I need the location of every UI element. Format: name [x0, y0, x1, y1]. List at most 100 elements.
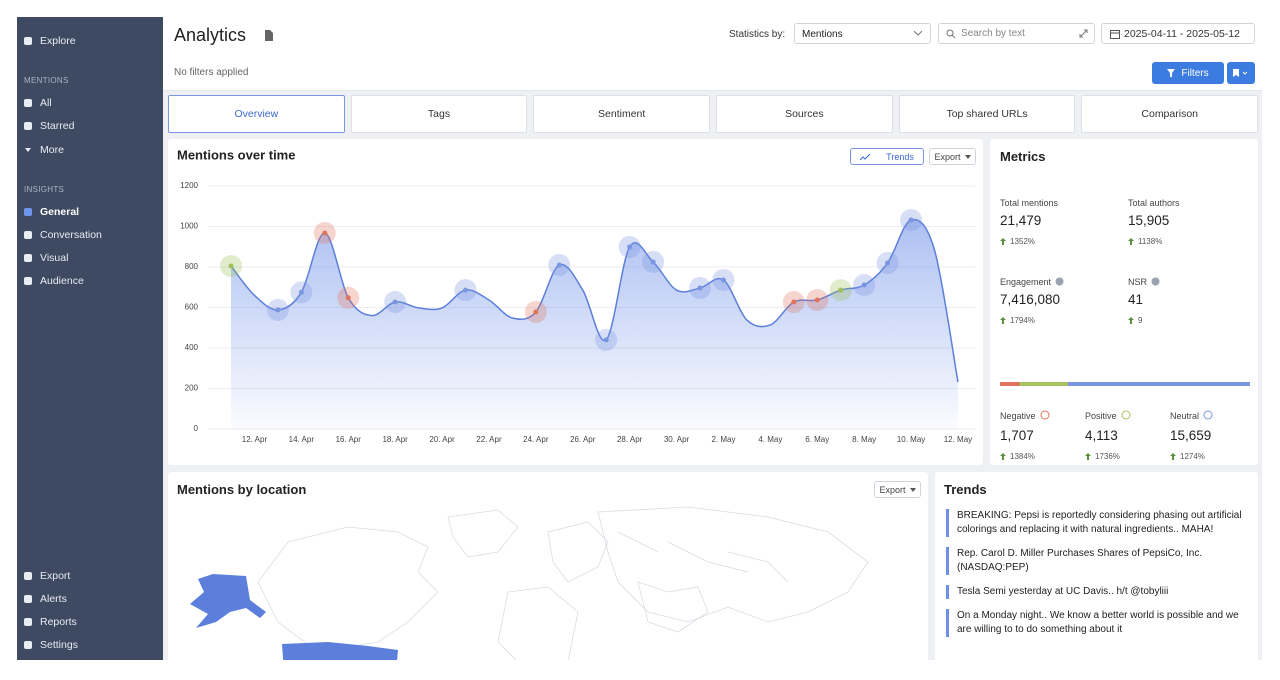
- nav-item[interactable]: Conversation: [23, 229, 102, 241]
- nav-item[interactable]: Export: [23, 570, 70, 582]
- nav-item[interactable]: More: [23, 144, 64, 156]
- nav-item[interactable]: Audience: [23, 275, 84, 287]
- icon-shape: [24, 641, 32, 649]
- x-tick-label: 4. May: [758, 435, 782, 444]
- icon-shape: [24, 618, 32, 626]
- arrow-shape: [1170, 453, 1176, 460]
- nav-heading: MENTIONS: [24, 76, 69, 85]
- tab[interactable]: Tags: [350, 95, 528, 133]
- search-box[interactable]: Search by text: [938, 23, 1095, 44]
- sentiment-change-text: 1736%: [1095, 452, 1120, 461]
- y-tick-label: 0: [194, 424, 199, 433]
- point: [298, 289, 304, 295]
- nav-item[interactable]: Alerts: [23, 593, 67, 605]
- trend-item[interactable]: On a Monday night.. We know a better wor…: [946, 609, 1246, 637]
- icon: [24, 254, 32, 262]
- x-tick-label: 2. May: [711, 435, 735, 444]
- sentiment-change: 1274%: [1170, 452, 1205, 461]
- icon-shape: [24, 208, 32, 216]
- arrow-shape: [1128, 317, 1134, 324]
- point: [556, 262, 562, 268]
- nav-item[interactable]: Visual: [23, 252, 68, 264]
- trend-item[interactable]: Tesla Semi yesterday at UC Davis.. h/t @…: [946, 585, 1246, 599]
- nav-item[interactable]: Settings: [23, 639, 78, 651]
- point: [720, 277, 726, 283]
- sentiment-name: Neutral: [1170, 411, 1200, 421]
- metric-change: 1138%: [1128, 237, 1162, 246]
- tab[interactable]: Top shared URLs: [898, 95, 1076, 133]
- icon: [24, 99, 32, 107]
- map-export-label: Export: [879, 484, 906, 495]
- nav-label: General: [40, 206, 80, 218]
- trend-list: BREAKING: Pepsi is reportedly considerin…: [946, 509, 1246, 647]
- y-tick-label: 200: [185, 384, 199, 393]
- nav-item[interactable]: Reports: [23, 616, 77, 628]
- up-arrow: [1170, 453, 1176, 460]
- point: [603, 337, 609, 343]
- info-shape: [1055, 277, 1064, 286]
- point: [275, 307, 281, 313]
- trend-item[interactable]: Rep. Carol D. Miller Purchases Shares of…: [946, 547, 1246, 575]
- export-button[interactable]: Export: [929, 148, 976, 165]
- nav-item[interactable]: General: [23, 206, 79, 218]
- tab[interactable]: Comparison: [1081, 95, 1259, 133]
- face-shape: [1203, 410, 1213, 420]
- date-range[interactable]: 2025-04-11 - 2025-05-12: [1101, 23, 1255, 44]
- face-icon: [1121, 410, 1131, 420]
- tab[interactable]: Overview: [168, 95, 345, 133]
- sentiment-change-text: 1384%: [1010, 452, 1035, 461]
- icon: [25, 148, 31, 152]
- search-placeholder: Search by text: [961, 28, 1025, 39]
- metric-value: 41: [1128, 292, 1144, 307]
- sentiment-value: 15,659: [1170, 428, 1212, 443]
- trend-icon: [860, 153, 871, 160]
- nav-label: Settings: [40, 639, 78, 651]
- icon: [24, 122, 32, 130]
- sentiment-bar: [1000, 382, 1250, 386]
- y-tick-label: 600: [185, 303, 199, 312]
- app: Explore MENTIONS All Starred More INSIGHTS Gen…: [17, 17, 1262, 660]
- stats-select[interactable]: Mentions: [794, 23, 931, 44]
- nav-item[interactable]: Starred: [23, 120, 74, 132]
- arrow-shape: [1000, 238, 1006, 245]
- calendar-icon: [1110, 30, 1120, 39]
- nav-item[interactable]: Explore: [23, 35, 76, 47]
- point: [533, 309, 539, 315]
- sentiment-label: Positive: [1085, 410, 1131, 421]
- tab[interactable]: Sources: [716, 95, 893, 133]
- metric-label-text: Engagement: [1000, 277, 1052, 287]
- trend-item[interactable]: BREAKING: Pepsi is reportedly considerin…: [946, 509, 1246, 537]
- icon-shape: [25, 148, 31, 152]
- icon-shape: [24, 99, 32, 107]
- tab[interactable]: Sentiment: [533, 95, 711, 133]
- x-tick-label: 24. Apr: [523, 435, 549, 444]
- icon-shape: [24, 122, 32, 130]
- stats-value: Mentions: [802, 29, 843, 40]
- up-arrow: [1000, 453, 1006, 460]
- sentiment-label: Negative: [1000, 410, 1050, 421]
- face-shape: [1040, 410, 1050, 420]
- chart: Mentions over time 0 200 400 600 800 1000 1200…: [177, 147, 975, 444]
- trends-title: Trends: [944, 482, 987, 497]
- sidebar: Explore MENTIONS All Starred More INSIGHTS Gen…: [17, 17, 163, 660]
- x-tick-label: 30. Apr: [664, 435, 690, 444]
- nav-item[interactable]: All: [23, 97, 52, 109]
- nav-label: Explore: [40, 35, 76, 47]
- map-export-button[interactable]: Export: [874, 481, 921, 498]
- metric-change: 1794%: [1000, 316, 1035, 325]
- metric-change-text: 1794%: [1010, 316, 1035, 325]
- x-tick-label: 28. Apr: [617, 435, 643, 444]
- filters-button[interactable]: Filters: [1152, 62, 1224, 84]
- up-arrow: [1000, 238, 1006, 245]
- point: [861, 282, 867, 288]
- trends-button[interactable]: Trends: [850, 148, 924, 165]
- filters-status: No filters applied: [174, 67, 249, 78]
- metric-label-text: NSR: [1128, 277, 1148, 287]
- point: [322, 230, 328, 236]
- bookmark-button[interactable]: [1227, 62, 1255, 84]
- sentiment-segment: [1019, 382, 1068, 386]
- nav-label: More: [40, 144, 64, 156]
- up-arrow: [1128, 317, 1134, 324]
- expand-icon: [1079, 29, 1088, 38]
- info-icon: [1055, 277, 1064, 286]
